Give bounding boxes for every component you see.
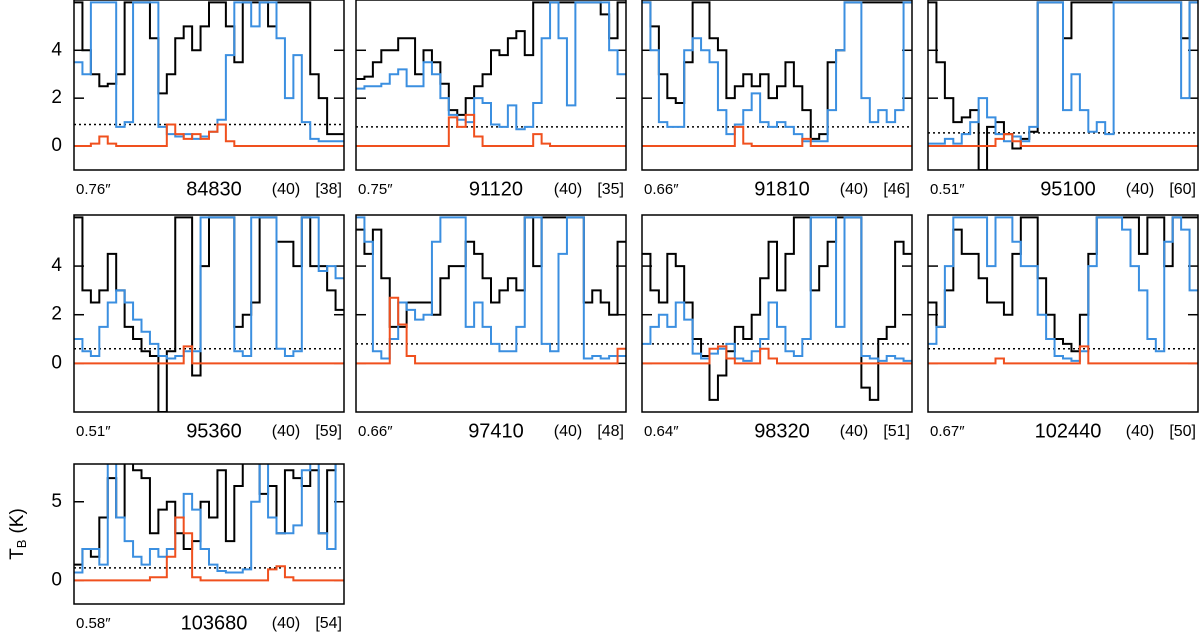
- spectrum: [928, 133, 1198, 148]
- plot-area: [74, 1, 344, 148]
- count-label: (40): [554, 181, 582, 198]
- spectrum: [74, 216, 344, 360]
- y-tick-label: 4: [51, 39, 62, 60]
- n-label: [35]: [597, 181, 624, 198]
- spectrum: [642, 125, 912, 148]
- plot-area: [74, 464, 344, 582]
- spectrum: [74, 516, 344, 582]
- plot-area: [928, 1, 1198, 170]
- y-tick-label: 0: [51, 135, 62, 156]
- n-label: [51]: [883, 423, 910, 440]
- spectrum: [74, 345, 344, 365]
- n-label: [50]: [1169, 423, 1196, 440]
- frame: [641, 0, 913, 171]
- n-label: [48]: [597, 423, 624, 440]
- panel: 0.51″ 95100 (40) [60]: [927, 0, 1199, 200]
- spectrum: [642, 1, 912, 140]
- spectrum: [356, 296, 626, 365]
- panel: 0 5 0.58″ 103680 (40) [54] TB (K): [7, 463, 345, 634]
- panel: 0.67″ 102440 (40) [50]: [927, 214, 1199, 442]
- line-label: 97410: [468, 420, 524, 442]
- frame: [73, 463, 345, 605]
- y-tick-label: 5: [51, 491, 62, 512]
- y-tick-label: 2: [51, 304, 62, 325]
- n-label: [59]: [315, 423, 342, 440]
- line-label: 98320: [754, 420, 810, 442]
- spectrum: [74, 1, 344, 136]
- n-label: [54]: [315, 615, 342, 632]
- spectrum: [356, 1, 626, 131]
- spectrum: [642, 345, 912, 365]
- beam-label: 0.66″: [358, 423, 393, 440]
- count-label: (40): [840, 181, 868, 198]
- spectrum: [928, 1, 1198, 145]
- spectrum: [642, 216, 912, 362]
- spectrum: [642, 1, 912, 143]
- panel: 0.64″ 98320 (40) [51]: [641, 214, 913, 442]
- spectrum: [356, 113, 626, 148]
- plot-area: [642, 216, 912, 401]
- line-label: 91810: [754, 178, 810, 200]
- y-tick-label: 2: [51, 87, 62, 108]
- frame: [927, 0, 1199, 171]
- y-label-unit: (K): [7, 508, 28, 533]
- plot-area: [642, 1, 912, 148]
- line-label: 91120: [469, 178, 523, 200]
- beam-label: 0.66″: [644, 181, 679, 198]
- spectrum: [74, 216, 344, 412]
- plot-area: [74, 216, 344, 412]
- frame: [641, 214, 913, 413]
- plot-area: [356, 1, 626, 148]
- spectrum: [928, 345, 1198, 365]
- plot-area: [356, 216, 626, 365]
- count-label: (40): [272, 423, 300, 440]
- beam-label: 0.76″: [76, 181, 111, 198]
- line-label: 84830: [186, 178, 242, 200]
- beam-label: 0.75″: [358, 181, 393, 198]
- spectrum: [74, 464, 337, 574]
- count-label: (40): [272, 615, 300, 632]
- spectrum: [356, 216, 626, 328]
- line-label: 102440: [1035, 420, 1102, 442]
- frame: [73, 214, 345, 413]
- y-label-subscript: B: [14, 540, 29, 549]
- count-label: (40): [840, 423, 868, 440]
- frame: [927, 214, 1199, 413]
- y-tick-label: 4: [51, 255, 62, 276]
- spectrum: [928, 216, 1198, 362]
- panel: 0.75″ 91120 (40) [35]: [355, 0, 627, 200]
- count-label: (40): [1126, 423, 1154, 440]
- frame: [73, 0, 345, 171]
- plot-area: [928, 216, 1198, 365]
- count-label: (40): [554, 423, 582, 440]
- line-label: 103680: [181, 612, 248, 634]
- y-tick-label: 0: [51, 352, 62, 373]
- beam-label: 0.51″: [76, 423, 111, 440]
- beam-label: 0.51″: [930, 181, 965, 198]
- line-label: 95360: [186, 420, 242, 442]
- beam-label: 0.64″: [644, 423, 679, 440]
- frame: [355, 214, 627, 413]
- n-label: [60]: [1169, 181, 1196, 198]
- beam-label: 0.67″: [930, 423, 965, 440]
- line-label: 95100: [1040, 178, 1096, 200]
- beam-label: 0.58″: [76, 615, 111, 632]
- panel: 0 2 4 0.51″ 95360 (40) [59]: [51, 214, 345, 442]
- spectrum: [74, 123, 344, 148]
- spectrum: [928, 216, 1198, 353]
- n-label: [38]: [315, 181, 342, 198]
- y-label-symbol: T: [7, 548, 28, 560]
- panel: 0 2 4 0.76″ 84830 (40) [38]: [51, 0, 345, 200]
- count-label: (40): [272, 181, 300, 198]
- n-label: [46]: [883, 181, 910, 198]
- spectrum: [356, 1, 626, 116]
- panel: 0.66″ 97410 (40) [48]: [355, 214, 627, 442]
- panel: 0.66″ 91810 (40) [46]: [641, 0, 913, 200]
- frame: [355, 0, 627, 171]
- y-tick-label: 0: [51, 569, 62, 590]
- count-label: (40): [1126, 181, 1154, 198]
- y-axis-label: TB (K): [7, 508, 29, 560]
